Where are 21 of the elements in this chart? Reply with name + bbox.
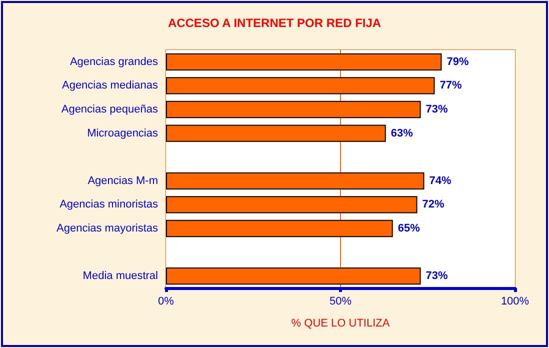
data-label: 72% <box>422 198 445 211</box>
y-tick-label: Media muestral <box>82 270 158 282</box>
y-tick-label: Agencias M-m <box>88 174 158 187</box>
y-tick-label: Agencias minoristas <box>60 198 158 211</box>
data-label: 73% <box>426 270 448 282</box>
x-tick-label: 50% <box>329 296 352 308</box>
x-tick-label: 0% <box>158 296 174 308</box>
data-label: 74% <box>429 174 452 187</box>
y-tick-label: Agencias pequeñas <box>61 104 158 116</box>
x-axis-title: % QUE LO UTILIZA <box>291 318 390 330</box>
y-tick-label: Microagencias <box>87 127 158 140</box>
data-label: 63% <box>390 127 414 140</box>
y-tick-label: Agencias medianas <box>62 80 158 92</box>
y-tick-label: Agencias grandes <box>70 56 158 68</box>
data-label: 79% <box>446 56 469 68</box>
data-label: 65% <box>398 222 420 234</box>
y-tick-label: Agencias mayoristas <box>56 222 158 234</box>
x-tick-label: 100% <box>500 296 530 308</box>
data-label: 73% <box>426 104 448 116</box>
chart-title: ACCESO A INTERNET POR RED FIJA <box>168 16 382 30</box>
data-label: 77% <box>440 80 462 92</box>
